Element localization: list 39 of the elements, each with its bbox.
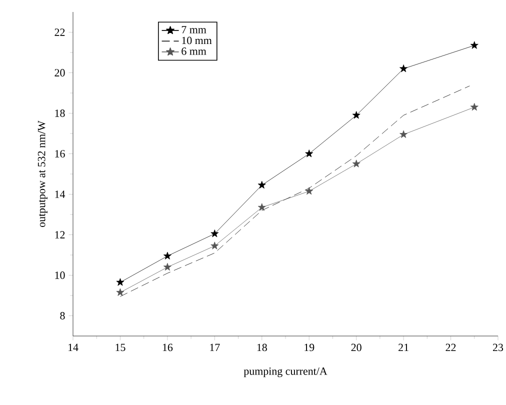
point xyxy=(210,230,219,238)
y-tick-label: 18 xyxy=(55,110,65,117)
x-tick-label: 21 xyxy=(398,344,408,352)
point xyxy=(352,111,360,119)
x-tick-label: 17 xyxy=(210,344,220,352)
x-tick-label: 23 xyxy=(493,344,504,352)
point xyxy=(470,102,478,111)
point xyxy=(163,252,172,260)
point xyxy=(258,203,266,211)
y-tick-label: 14 xyxy=(55,190,66,198)
point xyxy=(210,242,219,250)
point xyxy=(116,278,124,286)
legend-label: 6 mm xyxy=(182,48,206,55)
x-tick-label: 14 xyxy=(68,344,78,352)
x-tick-label: 22 xyxy=(446,344,456,352)
x-tick-label: 20 xyxy=(351,344,362,352)
legend-label: 10 mm xyxy=(182,36,212,44)
y-tick-label: 20 xyxy=(54,69,65,76)
y-tick-label: 12 xyxy=(55,231,65,238)
y-tick-label: 22 xyxy=(54,28,65,36)
y-tick-label: 16 xyxy=(55,150,65,158)
point xyxy=(470,41,478,49)
point xyxy=(305,187,314,195)
point xyxy=(400,64,408,72)
x-axis-title: pumping current/A xyxy=(244,368,328,378)
point xyxy=(116,288,124,296)
x-tick-label: 15 xyxy=(116,344,126,352)
point xyxy=(258,180,266,189)
point xyxy=(305,150,314,158)
y-tick-label: 10 xyxy=(55,272,65,279)
point xyxy=(163,262,172,271)
x-tick-label: 16 xyxy=(162,344,173,352)
point xyxy=(400,130,408,138)
x-tick-label: 19 xyxy=(304,344,314,352)
x-tick-label: 18 xyxy=(257,344,267,352)
y-tick-label: 8 xyxy=(60,312,65,320)
legend-label: 7 mm xyxy=(182,26,206,34)
point xyxy=(352,160,360,168)
y-axis-title: outputpow at 532 nm/W xyxy=(38,120,48,227)
